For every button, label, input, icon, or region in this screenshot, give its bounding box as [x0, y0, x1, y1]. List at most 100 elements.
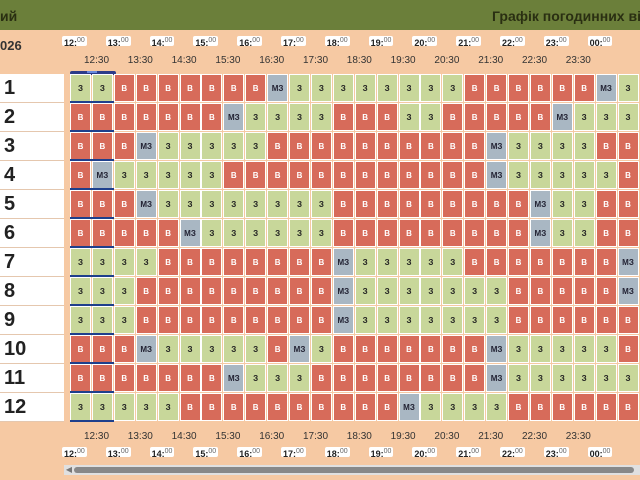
schedule-cell[interactable]: МЗ: [135, 335, 157, 363]
schedule-cell[interactable]: З: [573, 364, 595, 392]
schedule-cell[interactable]: В: [573, 248, 595, 276]
schedule-cell[interactable]: В: [157, 103, 179, 131]
schedule-cell[interactable]: З: [223, 190, 245, 218]
schedule-cell[interactable]: В: [595, 132, 617, 160]
schedule-cell[interactable]: МЗ: [529, 190, 551, 218]
schedule-cell[interactable]: В: [223, 74, 245, 102]
schedule-cell[interactable]: В: [464, 74, 486, 102]
schedule-cell[interactable]: В: [464, 103, 486, 131]
schedule-cell[interactable]: В: [529, 277, 551, 305]
schedule-cell[interactable]: В: [508, 277, 529, 305]
schedule-cell[interactable]: З: [267, 219, 289, 247]
schedule-cell[interactable]: В: [573, 74, 595, 102]
schedule-cell[interactable]: В: [442, 219, 464, 247]
schedule-cell[interactable]: В: [486, 190, 508, 218]
schedule-cell[interactable]: В: [442, 335, 464, 363]
schedule-cell[interactable]: В: [310, 277, 332, 305]
schedule-cell[interactable]: В: [179, 103, 201, 131]
schedule-cell[interactable]: З: [573, 161, 595, 189]
schedule-cell[interactable]: З: [551, 190, 573, 218]
schedule-cell[interactable]: З: [267, 190, 289, 218]
schedule-cell[interactable]: З: [223, 335, 245, 363]
schedule-cell[interactable]: З: [376, 248, 398, 276]
schedule-cell[interactable]: З: [508, 161, 529, 189]
schedule-cell[interactable]: В: [157, 306, 179, 334]
schedule-cell[interactable]: В: [332, 393, 354, 421]
schedule-cell[interactable]: З: [398, 277, 420, 305]
schedule-cell[interactable]: З: [179, 161, 201, 189]
schedule-cell[interactable]: З: [157, 190, 179, 218]
schedule-cell[interactable]: В: [486, 219, 508, 247]
schedule-cell[interactable]: В: [376, 132, 398, 160]
schedule-cell[interactable]: В: [245, 248, 267, 276]
schedule-cell[interactable]: МЗ: [135, 190, 157, 218]
schedule-cell[interactable]: З: [245, 103, 267, 131]
schedule-cell[interactable]: В: [595, 219, 617, 247]
schedule-cell[interactable]: З: [113, 306, 135, 334]
schedule-cell[interactable]: З: [573, 132, 595, 160]
schedule-cell[interactable]: В: [157, 277, 179, 305]
schedule-cell[interactable]: В: [442, 190, 464, 218]
schedule-cell[interactable]: В: [245, 306, 267, 334]
schedule-cell[interactable]: З: [508, 132, 529, 160]
schedule-cell[interactable]: В: [529, 306, 551, 334]
schedule-cell[interactable]: В: [135, 219, 157, 247]
schedule-cell[interactable]: В: [486, 103, 508, 131]
schedule-cell[interactable]: МЗ: [486, 335, 508, 363]
schedule-cell[interactable]: В: [157, 219, 179, 247]
schedule-cell[interactable]: З: [398, 74, 420, 102]
schedule-cell[interactable]: З: [70, 74, 91, 102]
schedule-cell[interactable]: В: [267, 335, 289, 363]
schedule-cell[interactable]: В: [179, 306, 201, 334]
schedule-cell[interactable]: МЗ: [223, 103, 245, 131]
schedule-cell[interactable]: З: [464, 393, 486, 421]
schedule-cell[interactable]: В: [223, 277, 245, 305]
schedule-cell[interactable]: МЗ: [398, 393, 420, 421]
schedule-cell[interactable]: В: [135, 74, 157, 102]
schedule-cell[interactable]: В: [508, 306, 529, 334]
schedule-cell[interactable]: З: [529, 364, 551, 392]
schedule-cell[interactable]: З: [113, 277, 135, 305]
schedule-cell[interactable]: З: [310, 219, 332, 247]
schedule-cell[interactable]: В: [551, 74, 573, 102]
schedule-cell[interactable]: З: [420, 306, 442, 334]
schedule-cell[interactable]: В: [420, 219, 442, 247]
schedule-cell[interactable]: З: [508, 364, 529, 392]
schedule-cell[interactable]: В: [113, 219, 135, 247]
schedule-cell[interactable]: З: [245, 132, 267, 160]
schedule-cell[interactable]: В: [113, 190, 135, 218]
schedule-cell[interactable]: МЗ: [551, 103, 573, 131]
schedule-cell[interactable]: З: [486, 306, 508, 334]
schedule-cell[interactable]: З: [595, 103, 617, 131]
schedule-cell[interactable]: В: [245, 74, 267, 102]
schedule-cell[interactable]: В: [201, 393, 223, 421]
schedule-cell[interactable]: З: [398, 103, 420, 131]
schedule-cell[interactable]: З: [310, 190, 332, 218]
schedule-cell[interactable]: З: [91, 248, 113, 276]
schedule-cell[interactable]: З: [245, 190, 267, 218]
schedule-cell[interactable]: З: [157, 161, 179, 189]
schedule-cell[interactable]: В: [135, 306, 157, 334]
schedule-cell[interactable]: З: [289, 190, 310, 218]
schedule-cell[interactable]: В: [573, 306, 595, 334]
schedule-cell[interactable]: З: [573, 190, 595, 218]
schedule-cell[interactable]: З: [70, 248, 91, 276]
schedule-cell[interactable]: МЗ: [135, 132, 157, 160]
schedule-cell[interactable]: В: [289, 277, 310, 305]
schedule-cell[interactable]: В: [376, 393, 398, 421]
schedule-cell[interactable]: В: [245, 393, 267, 421]
schedule-cell[interactable]: В: [486, 248, 508, 276]
schedule-cell[interactable]: З: [289, 103, 310, 131]
schedule-cell[interactable]: З: [91, 74, 113, 102]
schedule-cell[interactable]: В: [310, 364, 332, 392]
schedule-cell[interactable]: З: [310, 103, 332, 131]
schedule-cell[interactable]: В: [376, 161, 398, 189]
schedule-cell[interactable]: В: [70, 219, 91, 247]
schedule-cell[interactable]: З: [157, 393, 179, 421]
schedule-cell[interactable]: В: [617, 393, 639, 421]
schedule-cell[interactable]: МЗ: [486, 364, 508, 392]
schedule-cell[interactable]: В: [70, 132, 91, 160]
schedule-cell[interactable]: З: [310, 74, 332, 102]
schedule-cell[interactable]: В: [442, 103, 464, 131]
schedule-cell[interactable]: В: [113, 364, 135, 392]
